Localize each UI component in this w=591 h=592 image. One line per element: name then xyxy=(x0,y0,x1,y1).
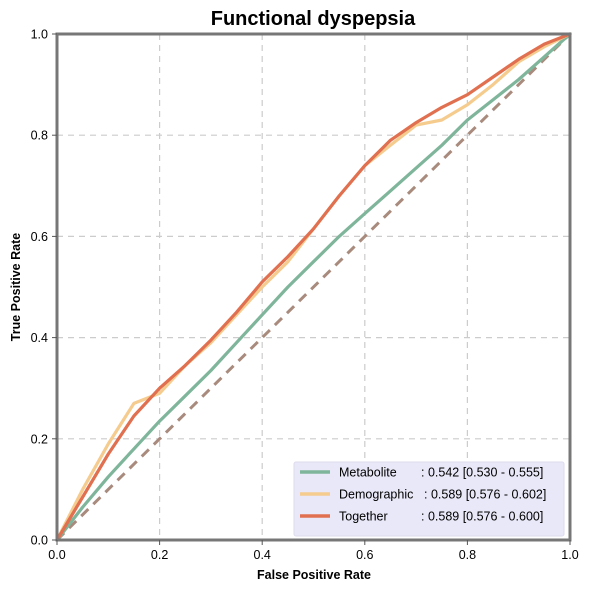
y-tick-label: 0.0 xyxy=(31,534,48,548)
legend-box xyxy=(293,461,565,537)
tick-layer: 0.0 0.2 0.4 0.6 0.8 1.0 0.0 0.2 0.4 0.6 0.8 1.0 xyxy=(31,28,579,563)
series-line-together xyxy=(55,32,572,542)
legend-series-stat: : 0.589 [0.576 - 0.600] xyxy=(421,510,543,524)
x-tick-label: 1.0 xyxy=(561,548,578,562)
legend-series-name: Metabolite xyxy=(339,466,397,480)
legend-series-name: Demographic xyxy=(339,488,413,502)
series-layer xyxy=(55,32,572,542)
y-tick-label: 0.8 xyxy=(31,129,48,143)
legend: Metabolite : 0.542 [0.530 - 0.555] Demogra… xyxy=(293,461,565,537)
legend-series-stat: : 0.589 [0.576 - 0.602] xyxy=(424,488,546,502)
legend-series-name: Together xyxy=(339,510,388,524)
x-tick-label: 0.8 xyxy=(459,548,476,562)
y-tick-label: 1.0 xyxy=(31,28,48,42)
legend-series-stat: : 0.542 [0.530 - 0.555] xyxy=(421,466,543,480)
x-tick-label: 0.4 xyxy=(254,548,271,562)
chart-title: Functional dyspepsia xyxy=(211,8,416,30)
chance-diagonal-line xyxy=(55,32,572,542)
x-tick-label: 0.2 xyxy=(151,548,168,562)
x-axis-label: False Positive Rate xyxy=(257,568,371,582)
x-tick-label: 0.0 xyxy=(48,548,65,562)
series-line-metabolite xyxy=(55,32,572,542)
y-tick-label: 0.2 xyxy=(31,432,48,446)
diagonal-layer xyxy=(55,32,572,542)
y-axis-label: True Positive Rate xyxy=(9,233,23,341)
y-tick-label: 0.4 xyxy=(31,331,48,345)
y-tick-label: 0.6 xyxy=(31,230,48,244)
x-tick-label: 0.6 xyxy=(356,548,373,562)
plot-frame xyxy=(55,32,572,542)
